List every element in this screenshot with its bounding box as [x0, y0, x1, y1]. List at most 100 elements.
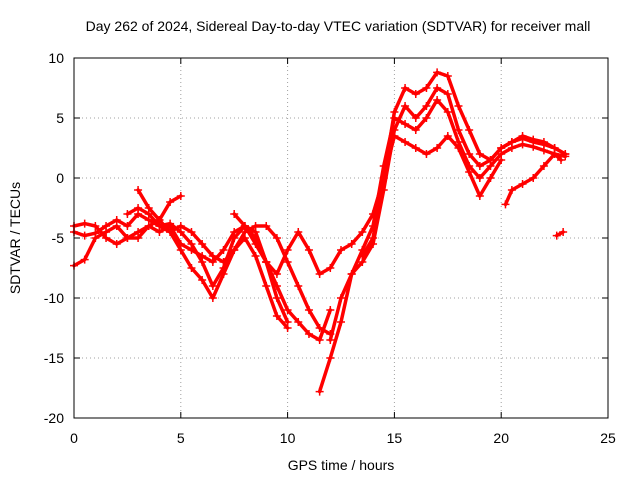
series-satellite-track-4 [123, 204, 335, 338]
data-point-marker [272, 312, 281, 320]
data-point-marker [155, 216, 164, 224]
data-point-marker [358, 228, 367, 236]
data-point-marker [294, 282, 303, 290]
data-point-marker [294, 228, 303, 236]
data-point-marker [283, 246, 292, 254]
data-point-marker [326, 336, 335, 344]
data-point-marker [337, 294, 345, 302]
x-tick-label: 10 [280, 430, 296, 446]
data-point-marker [80, 255, 89, 264]
data-point-marker [518, 180, 527, 188]
data-point-marker [198, 252, 207, 260]
data-point-marker [326, 354, 335, 362]
data-point-marker [187, 228, 196, 236]
data-point-marker [422, 114, 431, 122]
data-point-marker [304, 330, 313, 338]
data-point-marker [251, 240, 260, 248]
data-point-marker [507, 144, 516, 152]
data-point-marker [326, 306, 335, 314]
tick-layer: 0 5 10 15 20 25 -20 -15 -10 -5 0 5 10 [44, 50, 616, 446]
data-point-marker [433, 96, 442, 104]
data-point-marker [411, 126, 420, 134]
data-point-marker [230, 246, 239, 254]
data-point-marker [240, 222, 249, 230]
data-point-marker [465, 150, 474, 158]
data-point-marker [283, 324, 292, 332]
data-point-marker [347, 240, 356, 248]
data-point-marker [144, 204, 153, 212]
data-point-marker [272, 282, 281, 290]
data-point-marker [294, 318, 303, 326]
data-point-marker [283, 306, 292, 314]
data-point-marker [539, 162, 548, 170]
y-tick-label: -20 [44, 410, 64, 426]
data-point-marker [443, 72, 452, 80]
data-point-marker [401, 120, 410, 128]
data-point-marker [315, 387, 324, 396]
data-point-marker [433, 84, 442, 92]
data-point-marker [208, 294, 217, 302]
data-point-marker [315, 324, 324, 332]
data-point-marker [475, 174, 484, 182]
data-point-marker [315, 270, 324, 278]
data-point-marker [486, 162, 495, 170]
y-tick-label: -5 [52, 230, 65, 246]
data-point-marker [433, 68, 442, 77]
y-tick-label: -10 [44, 290, 64, 306]
plot-frame [73, 57, 609, 419]
data-point-marker [422, 102, 431, 110]
data-point-marker [401, 84, 410, 92]
x-tick-label: 5 [177, 430, 185, 446]
data-point-marker [272, 294, 281, 302]
data-point-marker [411, 144, 420, 152]
y-tick-label: -15 [44, 350, 64, 366]
data-point-marker [262, 222, 271, 230]
data-point-marker [91, 234, 100, 242]
data-point-marker [559, 228, 568, 236]
data-point-marker [176, 222, 185, 230]
data-point-marker [497, 156, 506, 164]
data-point-marker [422, 84, 431, 92]
data-point-marker [283, 258, 292, 266]
data-point-marker [369, 234, 378, 242]
x-tick-label: 15 [387, 430, 403, 446]
data-point-marker [112, 240, 121, 248]
data-point-marker [80, 219, 89, 228]
data-point-marker [529, 142, 538, 151]
data-point-marker [337, 318, 345, 326]
data-point-marker [187, 264, 196, 272]
data-point-marker [262, 282, 271, 290]
y-tick-label: 0 [56, 170, 64, 186]
data-point-marker [422, 150, 431, 158]
data-point-marker [230, 228, 239, 236]
series-line [125, 206, 333, 336]
data-point-marker [219, 258, 228, 266]
data-point-marker [134, 234, 143, 242]
series-line [360, 134, 503, 258]
x-axis-label: GPS time / hours [288, 457, 395, 473]
data-point-marker [304, 246, 313, 254]
data-point-marker [272, 234, 281, 242]
data-point-marker [326, 264, 335, 272]
data-point-marker [550, 150, 559, 158]
x-tick-label: 25 [600, 430, 616, 446]
series-satellite-track-5 [134, 186, 185, 224]
data-point-marker [443, 90, 452, 98]
series-satellite-track-9 [358, 132, 506, 260]
data-point-marker [401, 102, 410, 110]
data-point-marker [262, 258, 271, 266]
data-point-marker [102, 228, 111, 236]
data-point-marker [411, 114, 420, 122]
chart-title: Day 262 of 2024, Sidereal Day-to-day VTE… [86, 18, 591, 34]
data-point-marker [379, 174, 388, 182]
data-point-marker [187, 246, 196, 254]
data-point-marker [552, 231, 561, 240]
data-point-marker [112, 222, 121, 230]
data-point-marker [251, 252, 260, 260]
data-point-marker [123, 234, 132, 242]
data-point-marker [465, 168, 474, 176]
data-point-marker [465, 126, 474, 134]
data-point-marker [518, 140, 527, 149]
y-tick-label: 10 [48, 50, 64, 66]
